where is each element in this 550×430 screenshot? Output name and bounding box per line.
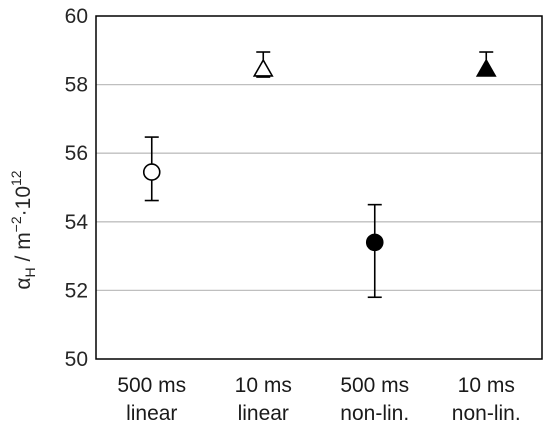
data-point bbox=[365, 203, 384, 299]
gridlines bbox=[96, 83, 542, 292]
x-category-label: 10 ms bbox=[235, 374, 292, 397]
y-tick-label: 60 bbox=[65, 5, 88, 28]
triangle-marker bbox=[252, 58, 274, 77]
y-tick-labels: 50 52 54 56 58 60 bbox=[65, 5, 89, 371]
x-category-label: 500 ms bbox=[117, 374, 186, 397]
x-category-labels: 500 ms linear 10 ms linear 500 ms non-lin. 10 … bbox=[117, 374, 520, 425]
data-points bbox=[142, 51, 497, 299]
circle-marker bbox=[142, 163, 161, 181]
circle-marker bbox=[365, 233, 384, 252]
data-point bbox=[475, 51, 497, 77]
data-point bbox=[142, 136, 161, 202]
y-tick-label: 54 bbox=[65, 211, 89, 234]
x-category-label: non-lin. bbox=[340, 402, 409, 425]
y-tick-label: 56 bbox=[65, 142, 88, 165]
y-tick-label: 50 bbox=[65, 348, 88, 371]
plot-frame bbox=[95, 15, 543, 360]
y-tick-label: 52 bbox=[65, 279, 88, 302]
x-category-label: 10 ms bbox=[458, 374, 515, 397]
y-axis-label: αH / m−2·1012 bbox=[8, 170, 38, 289]
data-point bbox=[252, 51, 274, 78]
x-category-label: linear bbox=[126, 402, 177, 425]
y-tick-label: 58 bbox=[65, 74, 88, 97]
x-category-label: 500 ms bbox=[340, 374, 409, 397]
triangle-marker bbox=[475, 58, 497, 77]
x-category-label: non-lin. bbox=[452, 402, 521, 425]
x-category-label: linear bbox=[238, 402, 289, 425]
